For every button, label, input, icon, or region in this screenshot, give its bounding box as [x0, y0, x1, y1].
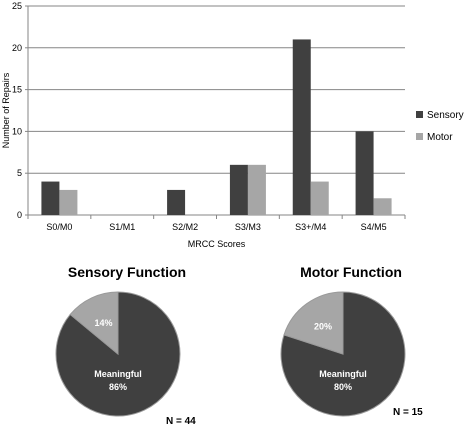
pie-label-minor: 20% [314, 321, 332, 331]
y-tick-label: 5 [17, 168, 22, 178]
bar-sensory [355, 131, 374, 215]
pie-chart-sensory: Sensory Function 14% Meaningful 86% N = 44 [55, 264, 196, 427]
pie-title: Motor Function [300, 264, 402, 280]
bar-motor [59, 189, 78, 215]
pie-label-major-name: Meaningful [319, 369, 367, 379]
x-tick-label: S4/M5 [361, 222, 387, 232]
y-tick-label: 25 [12, 1, 22, 11]
y-tick-label: 15 [12, 85, 22, 95]
x-tick-label: S1/M1 [109, 222, 135, 232]
sample-size: N = 15 [393, 407, 423, 418]
bar-sensory [229, 164, 248, 215]
x-tick-label: S3+/M4 [295, 222, 326, 232]
pie-title: Sensory Function [68, 264, 186, 280]
x-axis-label: MRCC Scores [188, 239, 246, 249]
x-tick-label: S3/M3 [235, 222, 261, 232]
sample-size: N = 44 [166, 416, 196, 427]
bar-motor [310, 181, 329, 215]
bar-motor [247, 164, 266, 215]
bar-sensory [41, 181, 60, 215]
legend-swatch-motor [416, 133, 423, 140]
pie-label-major-value: 80% [334, 382, 352, 392]
pie-label-major-name: Meaningful [94, 369, 142, 379]
bar-sensory [292, 39, 311, 215]
pie-slice-other [283, 291, 344, 355]
y-tick-label: 10 [12, 126, 22, 136]
y-tick-label: 20 [12, 43, 22, 53]
bar-motor [373, 198, 392, 215]
pie-chart-motor: Motor Function 20% Meaningful 80% N = 15 [280, 264, 423, 418]
bar-sensory [167, 189, 186, 215]
bar-chart: 0 5 10 15 20 25 S0/M0 S1/M1 S2/M2 S3/M3 S3+/M4 S4/M… [1, 1, 464, 249]
x-tick-label: S2/M2 [172, 222, 198, 232]
y-axis-label: Number of Repairs [1, 72, 11, 148]
legend-swatch-sensory [416, 111, 423, 118]
pie-slice-other [69, 291, 119, 356]
x-tick-label: S0/M0 [46, 222, 72, 232]
plot-area [28, 6, 405, 215]
legend-label-sensory: Sensory [427, 110, 464, 121]
pie-label-major-value: 86% [109, 382, 127, 392]
pie-label-minor: 14% [94, 318, 112, 328]
legend-label-motor: Motor [427, 132, 453, 143]
y-tick-label: 0 [17, 210, 22, 220]
